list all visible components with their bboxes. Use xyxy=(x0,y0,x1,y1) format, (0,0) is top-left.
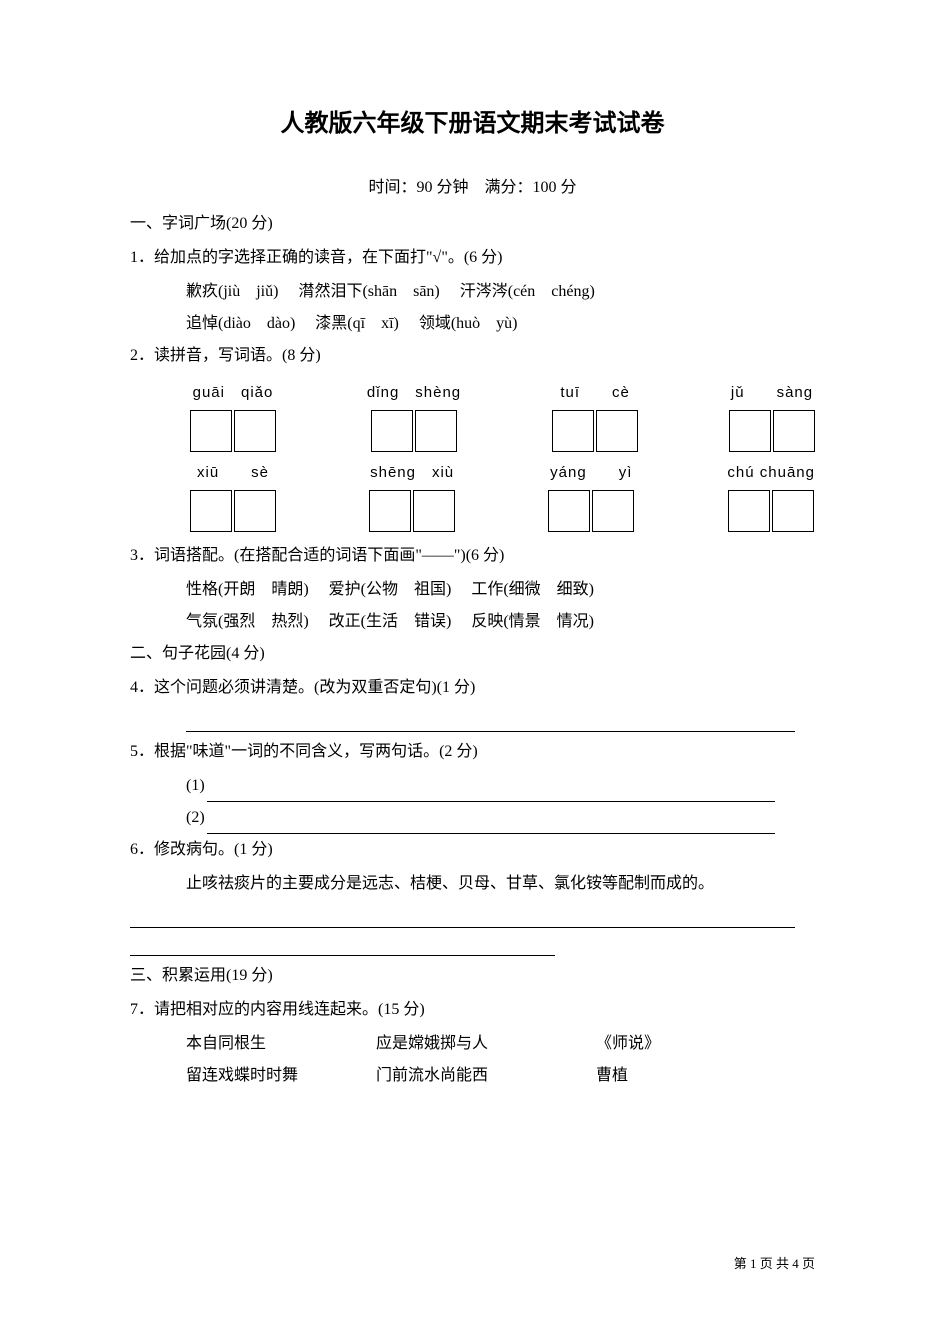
q3-line1: 性格(开朗 晴朗) 爱护(公物 祖国) 工作(细微 细致) xyxy=(130,574,815,606)
q2-prompt: 2．读拼音，写词语。(8 分) xyxy=(130,340,815,372)
match-c3: 《师说》 xyxy=(596,1028,716,1060)
answer-box[interactable] xyxy=(234,410,276,452)
section-1-heading: 一、字词广场(20 分) xyxy=(130,208,815,240)
match-c1: 留连戏蝶时时舞 xyxy=(186,1060,336,1092)
q5-prompt: 5．根据"味道"一词的不同含义，写两句话。(2 分) xyxy=(130,736,815,768)
page-title: 人教版六年级下册语文期末考试试卷 xyxy=(130,100,815,148)
sub-label: (2) xyxy=(186,802,205,834)
match-c2: 门前流水尚能西 xyxy=(376,1060,556,1092)
q1-line1: 歉疚(jiù jiǔ) 潸然泪下(shān sān) 汗涔涔(cén chéng… xyxy=(130,276,815,308)
q7-prompt: 7．请把相对应的内容用线连起来。(15 分) xyxy=(130,994,815,1026)
q1-line2: 追悼(diào dào) 漆黑(qī xī) 领域(huò yù) xyxy=(130,308,815,340)
answer-box[interactable] xyxy=(369,490,411,532)
answer-box[interactable] xyxy=(552,410,594,452)
section-3-heading: 三、积累运用(19 分) xyxy=(130,960,815,992)
pinyin-label: xiū sè xyxy=(190,458,276,488)
q5-sub2: (2) xyxy=(186,802,815,834)
page-subtitle: 时间：90 分钟 满分：100 分 xyxy=(130,172,815,204)
pinyin-label: guāi qiǎo xyxy=(190,378,276,408)
answer-box[interactable] xyxy=(729,410,771,452)
pinyin-group: dǐng shèng xyxy=(367,378,461,452)
answer-box[interactable] xyxy=(596,410,638,452)
answer-box[interactable] xyxy=(190,410,232,452)
q2-row2: xiū sè shēng xiù yáng yì chú chuāng xyxy=(130,458,815,532)
answer-box[interactable] xyxy=(592,490,634,532)
pinyin-group: chú chuāng xyxy=(727,458,815,532)
q4-prompt: 4．这个问题必须讲清楚。(改为双重否定句)(1 分) xyxy=(130,672,815,704)
answer-line[interactable] xyxy=(207,784,775,802)
pinyin-label: dǐng shèng xyxy=(367,378,461,408)
answer-box[interactable] xyxy=(413,490,455,532)
answer-box[interactable] xyxy=(190,490,232,532)
q6-prompt: 6．修改病句。(1 分) xyxy=(130,834,815,866)
match-c1: 本自同根生 xyxy=(186,1028,336,1060)
answer-line[interactable] xyxy=(130,932,555,956)
pinyin-label: chú chuāng xyxy=(727,458,815,488)
q3-line2: 气氛(强烈 热烈) 改正(生活 错误) 反映(情景 情况) xyxy=(130,606,815,638)
q5-sub1: (1) xyxy=(186,770,815,802)
match-row: 留连戏蝶时时舞 门前流水尚能西 曹植 xyxy=(130,1060,815,1092)
pinyin-group: shēng xiù xyxy=(369,458,455,532)
answer-box[interactable] xyxy=(773,410,815,452)
q1-prompt: 1．给加点的字选择正确的读音，在下面打"√"。(6 分) xyxy=(130,242,815,274)
q2-row1: guāi qiǎo dǐng shèng tuī cè jǔ sàng xyxy=(130,378,815,452)
answer-box[interactable] xyxy=(234,490,276,532)
match-c3: 曹植 xyxy=(596,1060,716,1092)
match-row: 本自同根生 应是嫦娥掷与人 《师说》 xyxy=(130,1028,815,1060)
answer-box[interactable] xyxy=(728,490,770,532)
pinyin-group: guāi qiǎo xyxy=(190,378,276,452)
q3-prompt: 3．词语搭配。(在搭配合适的词语下面画"——")(6 分) xyxy=(130,540,815,572)
answer-box[interactable] xyxy=(371,410,413,452)
answer-line[interactable] xyxy=(130,904,795,928)
answer-box[interactable] xyxy=(548,490,590,532)
pinyin-group: xiū sè xyxy=(190,458,276,532)
answer-box[interactable] xyxy=(415,410,457,452)
pinyin-label: jǔ sàng xyxy=(729,378,815,408)
pinyin-label: shēng xiù xyxy=(369,458,455,488)
pinyin-label: yáng yì xyxy=(548,458,634,488)
answer-box[interactable] xyxy=(772,490,814,532)
match-c2: 应是嫦娥掷与人 xyxy=(376,1028,556,1060)
answer-line[interactable] xyxy=(207,816,775,834)
pinyin-group: jǔ sàng xyxy=(729,378,815,452)
pinyin-group: yáng yì xyxy=(548,458,634,532)
q6-line1: 止咳祛痰片的主要成分是远志、桔梗、贝母、甘草、氯化铵等配制而成的。 xyxy=(130,868,815,900)
page-footer: 第 1 页 共 4 页 xyxy=(734,1251,815,1277)
pinyin-label: tuī cè xyxy=(552,378,638,408)
section-2-heading: 二、句子花园(4 分) xyxy=(130,638,815,670)
sub-label: (1) xyxy=(186,770,205,802)
pinyin-group: tuī cè xyxy=(552,378,638,452)
answer-line[interactable] xyxy=(186,708,795,732)
